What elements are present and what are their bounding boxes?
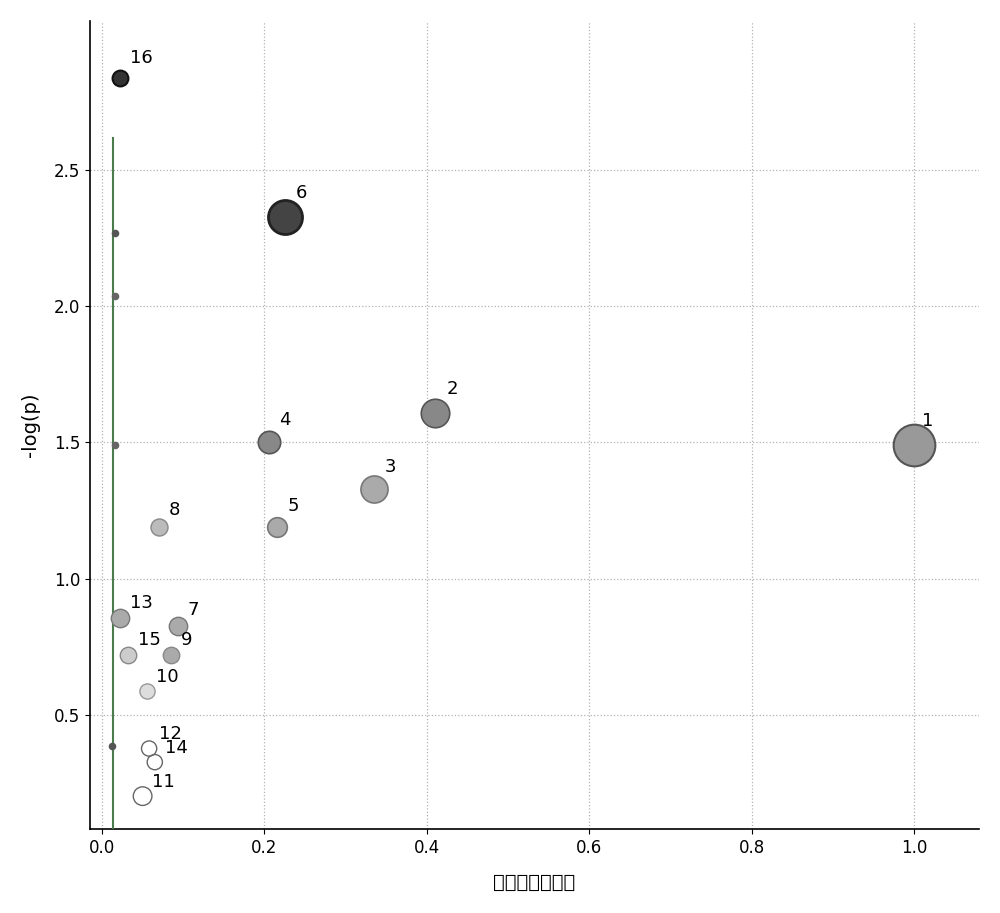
Text: 15: 15 [138,631,161,649]
Point [170,619,186,634]
Point [277,209,293,224]
Point [107,438,123,453]
Text: 16: 16 [130,49,152,67]
Text: 14: 14 [165,739,187,757]
Text: 5: 5 [287,497,299,515]
Point [112,70,128,85]
Text: 6: 6 [296,184,307,202]
Text: 8: 8 [169,501,180,519]
Text: 1: 1 [922,413,934,430]
Y-axis label: -log(p): -log(p) [21,393,40,457]
Point [135,789,151,803]
Text: 7: 7 [187,602,199,619]
Point [427,405,443,420]
Point [104,739,120,753]
Text: 2: 2 [446,380,458,397]
Point [906,438,922,453]
Point [112,611,128,625]
Point [120,647,136,662]
Point [151,519,167,534]
Point [261,436,277,450]
Point [269,519,285,534]
Point [107,289,123,303]
Point [366,481,382,496]
X-axis label: 代谢途径响应值: 代谢途径响应值 [493,873,576,892]
Text: 9: 9 [181,631,192,649]
Text: 11: 11 [152,772,175,791]
Text: 3: 3 [385,457,396,476]
Point [139,684,155,698]
Text: 12: 12 [159,725,182,743]
Text: 4: 4 [279,412,291,429]
Point [141,741,157,756]
Text: 13: 13 [130,594,152,612]
Point [163,647,179,662]
Point [147,755,163,770]
Point [107,226,123,240]
Text: 10: 10 [156,668,179,686]
